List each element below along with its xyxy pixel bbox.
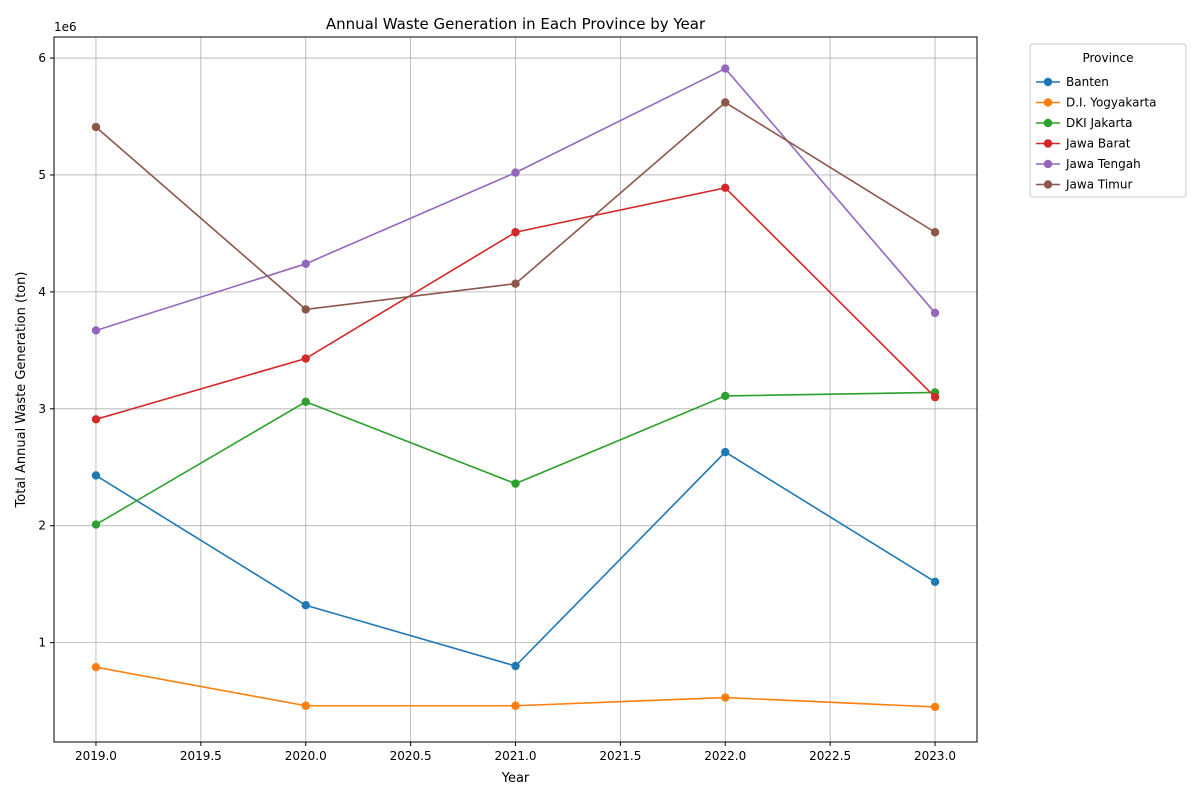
legend-swatch-marker: [1043, 159, 1053, 169]
data-point: [511, 228, 520, 237]
legend-swatch-marker: [1043, 139, 1053, 148]
y-tick-label: 1: [38, 636, 46, 650]
legend-item: Jawa Tengah: [1036, 157, 1141, 171]
legend-label: D.I. Yogyakarta: [1066, 96, 1156, 110]
data-point: [721, 183, 730, 193]
data-point: [91, 520, 101, 529]
data-point: [91, 662, 101, 672]
data-point: [721, 98, 730, 107]
data-point: [301, 354, 310, 363]
data-point: [930, 228, 940, 237]
y-tick-label: 2: [38, 519, 46, 533]
legend-label: Jawa Timur: [1065, 178, 1132, 192]
x-tick-label: 2019.5: [180, 749, 222, 763]
series-dki-jakarta: [91, 388, 940, 529]
data-point: [301, 601, 310, 610]
data-point: [301, 701, 310, 710]
legend-label: Banten: [1066, 75, 1109, 89]
y-tick-label: 3: [38, 402, 46, 416]
data-point: [930, 392, 940, 402]
series-jawa-timur: [91, 98, 940, 314]
legend: Province Banten D.I. Yogyakarta DKI Jakart…: [1029, 43, 1187, 198]
data-point: [511, 479, 520, 488]
x-tick-label: 2019.0: [75, 749, 117, 763]
data-point: [511, 661, 520, 671]
data-point: [91, 471, 101, 480]
x-tick-label: 2023.0: [914, 749, 956, 763]
series-d-i-yogyakarta: [91, 662, 940, 712]
data-point: [721, 693, 730, 702]
y-tick-label: 6: [38, 51, 46, 65]
data-point: [511, 279, 520, 288]
data-point: [930, 702, 940, 712]
legend-swatch-marker: [1043, 98, 1053, 107]
data-point: [301, 259, 310, 269]
ticks: 2019.0 2019.5 2020.0 2020.5 2021.0 2021.5 2022…: [38, 51, 956, 763]
legend-item: Jawa Timur: [1036, 178, 1132, 192]
series-layer: [91, 64, 940, 712]
data-point: [721, 391, 730, 401]
x-tick-label: 2020.5: [390, 749, 432, 763]
y-tick-label: 4: [38, 285, 46, 299]
legend-item: Jawa Barat: [1036, 137, 1131, 151]
x-tick-label: 2021.0: [495, 749, 537, 763]
data-point: [721, 64, 730, 73]
x-tick-label: 2020.0: [285, 749, 327, 763]
data-point: [301, 305, 310, 314]
legend-title: Province: [1082, 51, 1133, 65]
x-axis-label: Year: [501, 771, 530, 786]
data-point: [511, 168, 520, 177]
legend-swatch-marker: [1043, 118, 1053, 128]
data-point: [930, 577, 940, 587]
legend-item: DKI Jakarta: [1036, 116, 1132, 130]
data-point: [301, 397, 310, 406]
data-point: [91, 122, 101, 132]
data-point: [511, 701, 520, 710]
x-tick-label: 2021.5: [599, 749, 641, 763]
x-tick-label: 2022.5: [809, 749, 851, 763]
y-axis-offset-text: 1e6: [54, 20, 77, 34]
legend-items: Banten D.I. Yogyakarta DKI Jakarta Jawa Bar…: [1036, 75, 1156, 192]
legend-swatch-marker: [1043, 180, 1053, 189]
legend-label: Jawa Tengah: [1065, 157, 1141, 171]
x-tick-label: 2022.0: [704, 749, 746, 763]
chart-title: Annual Waste Generation in Each Province…: [326, 15, 706, 33]
legend-label: Jawa Barat: [1065, 137, 1131, 151]
data-point: [91, 415, 101, 424]
legend-item: D.I. Yogyakarta: [1036, 96, 1156, 110]
data-point: [721, 447, 730, 457]
data-point: [930, 308, 940, 318]
series-banten: [91, 447, 940, 671]
data-point: [91, 326, 101, 335]
series-jawa-barat: [91, 183, 940, 424]
legend-swatch-marker: [1043, 77, 1053, 87]
y-axis-label: Total Annual Waste Generation (ton): [14, 272, 29, 509]
legend-item: Banten: [1036, 75, 1109, 89]
y-tick-label: 5: [38, 168, 46, 182]
series-jawa-tengah: [91, 64, 940, 335]
legend-box: [1029, 43, 1187, 198]
legend-label: DKI Jakarta: [1066, 116, 1132, 130]
